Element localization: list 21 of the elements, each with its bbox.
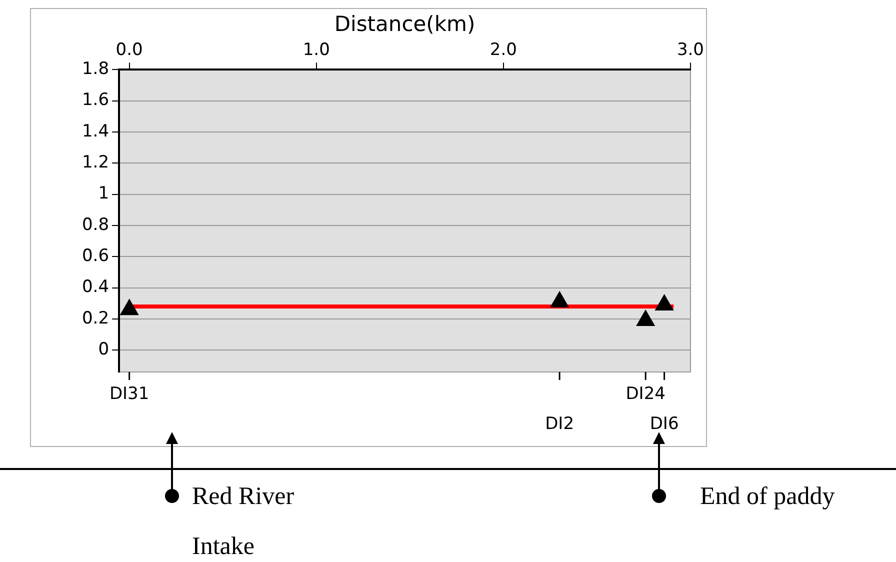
y-tick-label: 1.6	[82, 90, 110, 110]
text: End of paddy	[700, 482, 836, 512]
x-tick-label: 0.0	[116, 40, 143, 60]
text: Red River Intake	[192, 482, 296, 562]
text: DI24	[626, 384, 666, 404]
y-tick-label: 1	[98, 184, 110, 204]
text: DI31	[109, 384, 150, 404]
x-tick-label: 3.0	[676, 40, 704, 60]
y-tick-label: 0.6	[82, 246, 110, 266]
y-tick-label: 0.8	[82, 214, 110, 235]
x-tick-label: 1.0	[302, 40, 330, 60]
y-tick-label: 0.4	[82, 277, 110, 298]
x-tick-label: 2.0	[490, 40, 517, 60]
x-axis-title: Distance(km)	[334, 12, 476, 36]
y-tick-label: 0	[98, 340, 110, 360]
y-tick-label: 1.8	[82, 59, 110, 80]
y-tick-label: 1.4	[82, 121, 110, 142]
text: DI2	[545, 414, 574, 434]
y-tick-label: 1.2	[82, 152, 110, 173]
text: DI6	[650, 414, 679, 434]
y-tick-label: 0.2	[82, 308, 110, 328]
